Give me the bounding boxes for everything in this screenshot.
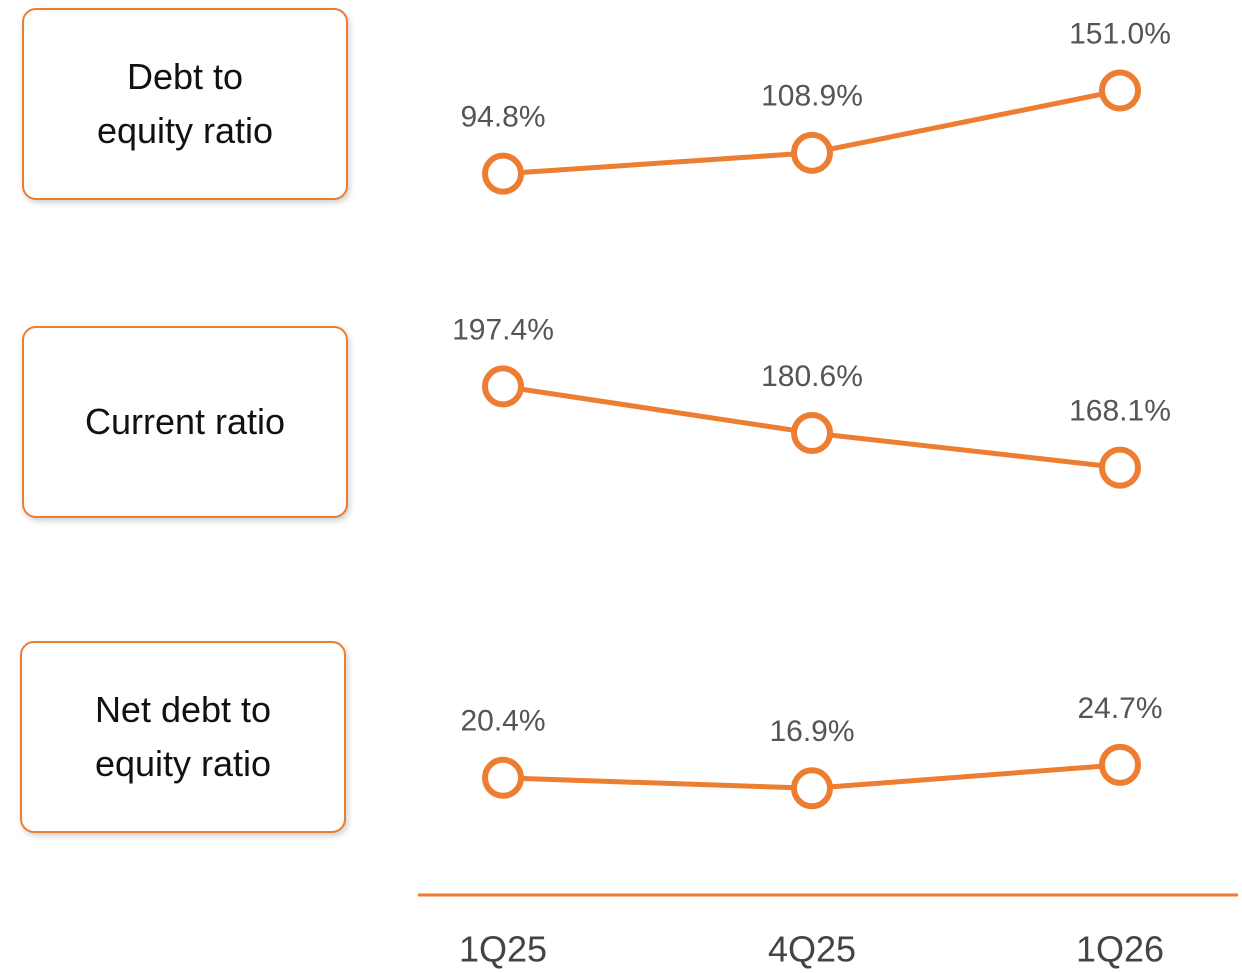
series-box: Current ratio xyxy=(22,326,348,518)
point xyxy=(1099,743,1141,786)
value-label: 94.8% xyxy=(460,101,545,134)
point xyxy=(482,365,524,408)
point xyxy=(791,131,833,174)
value-label: 16.9% xyxy=(769,715,854,748)
value-label: 20.4% xyxy=(460,705,545,738)
x-tick-label: 1Q26 xyxy=(1076,929,1164,970)
value-label: 180.6% xyxy=(761,360,863,393)
series-name: Debt to equity ratio xyxy=(96,56,274,151)
x-tick-label: 1Q25 xyxy=(459,929,547,970)
point xyxy=(791,767,833,810)
point xyxy=(482,152,524,195)
series-name: Net debt to equity ratio xyxy=(94,689,272,784)
value-label: 108.9% xyxy=(761,80,863,113)
point xyxy=(1099,446,1141,489)
value-label: 24.7% xyxy=(1077,692,1162,725)
point xyxy=(1099,69,1141,112)
series-name: Current ratio xyxy=(84,401,286,442)
series-box: Net debt to equity ratio xyxy=(20,641,346,833)
value-label: 197.4% xyxy=(452,313,554,346)
x-tick-label: 4Q25 xyxy=(768,929,856,970)
point xyxy=(482,756,524,799)
value-label: 151.0% xyxy=(1069,17,1171,50)
series-box: Debt to equity ratio xyxy=(22,8,348,200)
value-label: 168.1% xyxy=(1069,395,1171,428)
point xyxy=(791,411,833,454)
